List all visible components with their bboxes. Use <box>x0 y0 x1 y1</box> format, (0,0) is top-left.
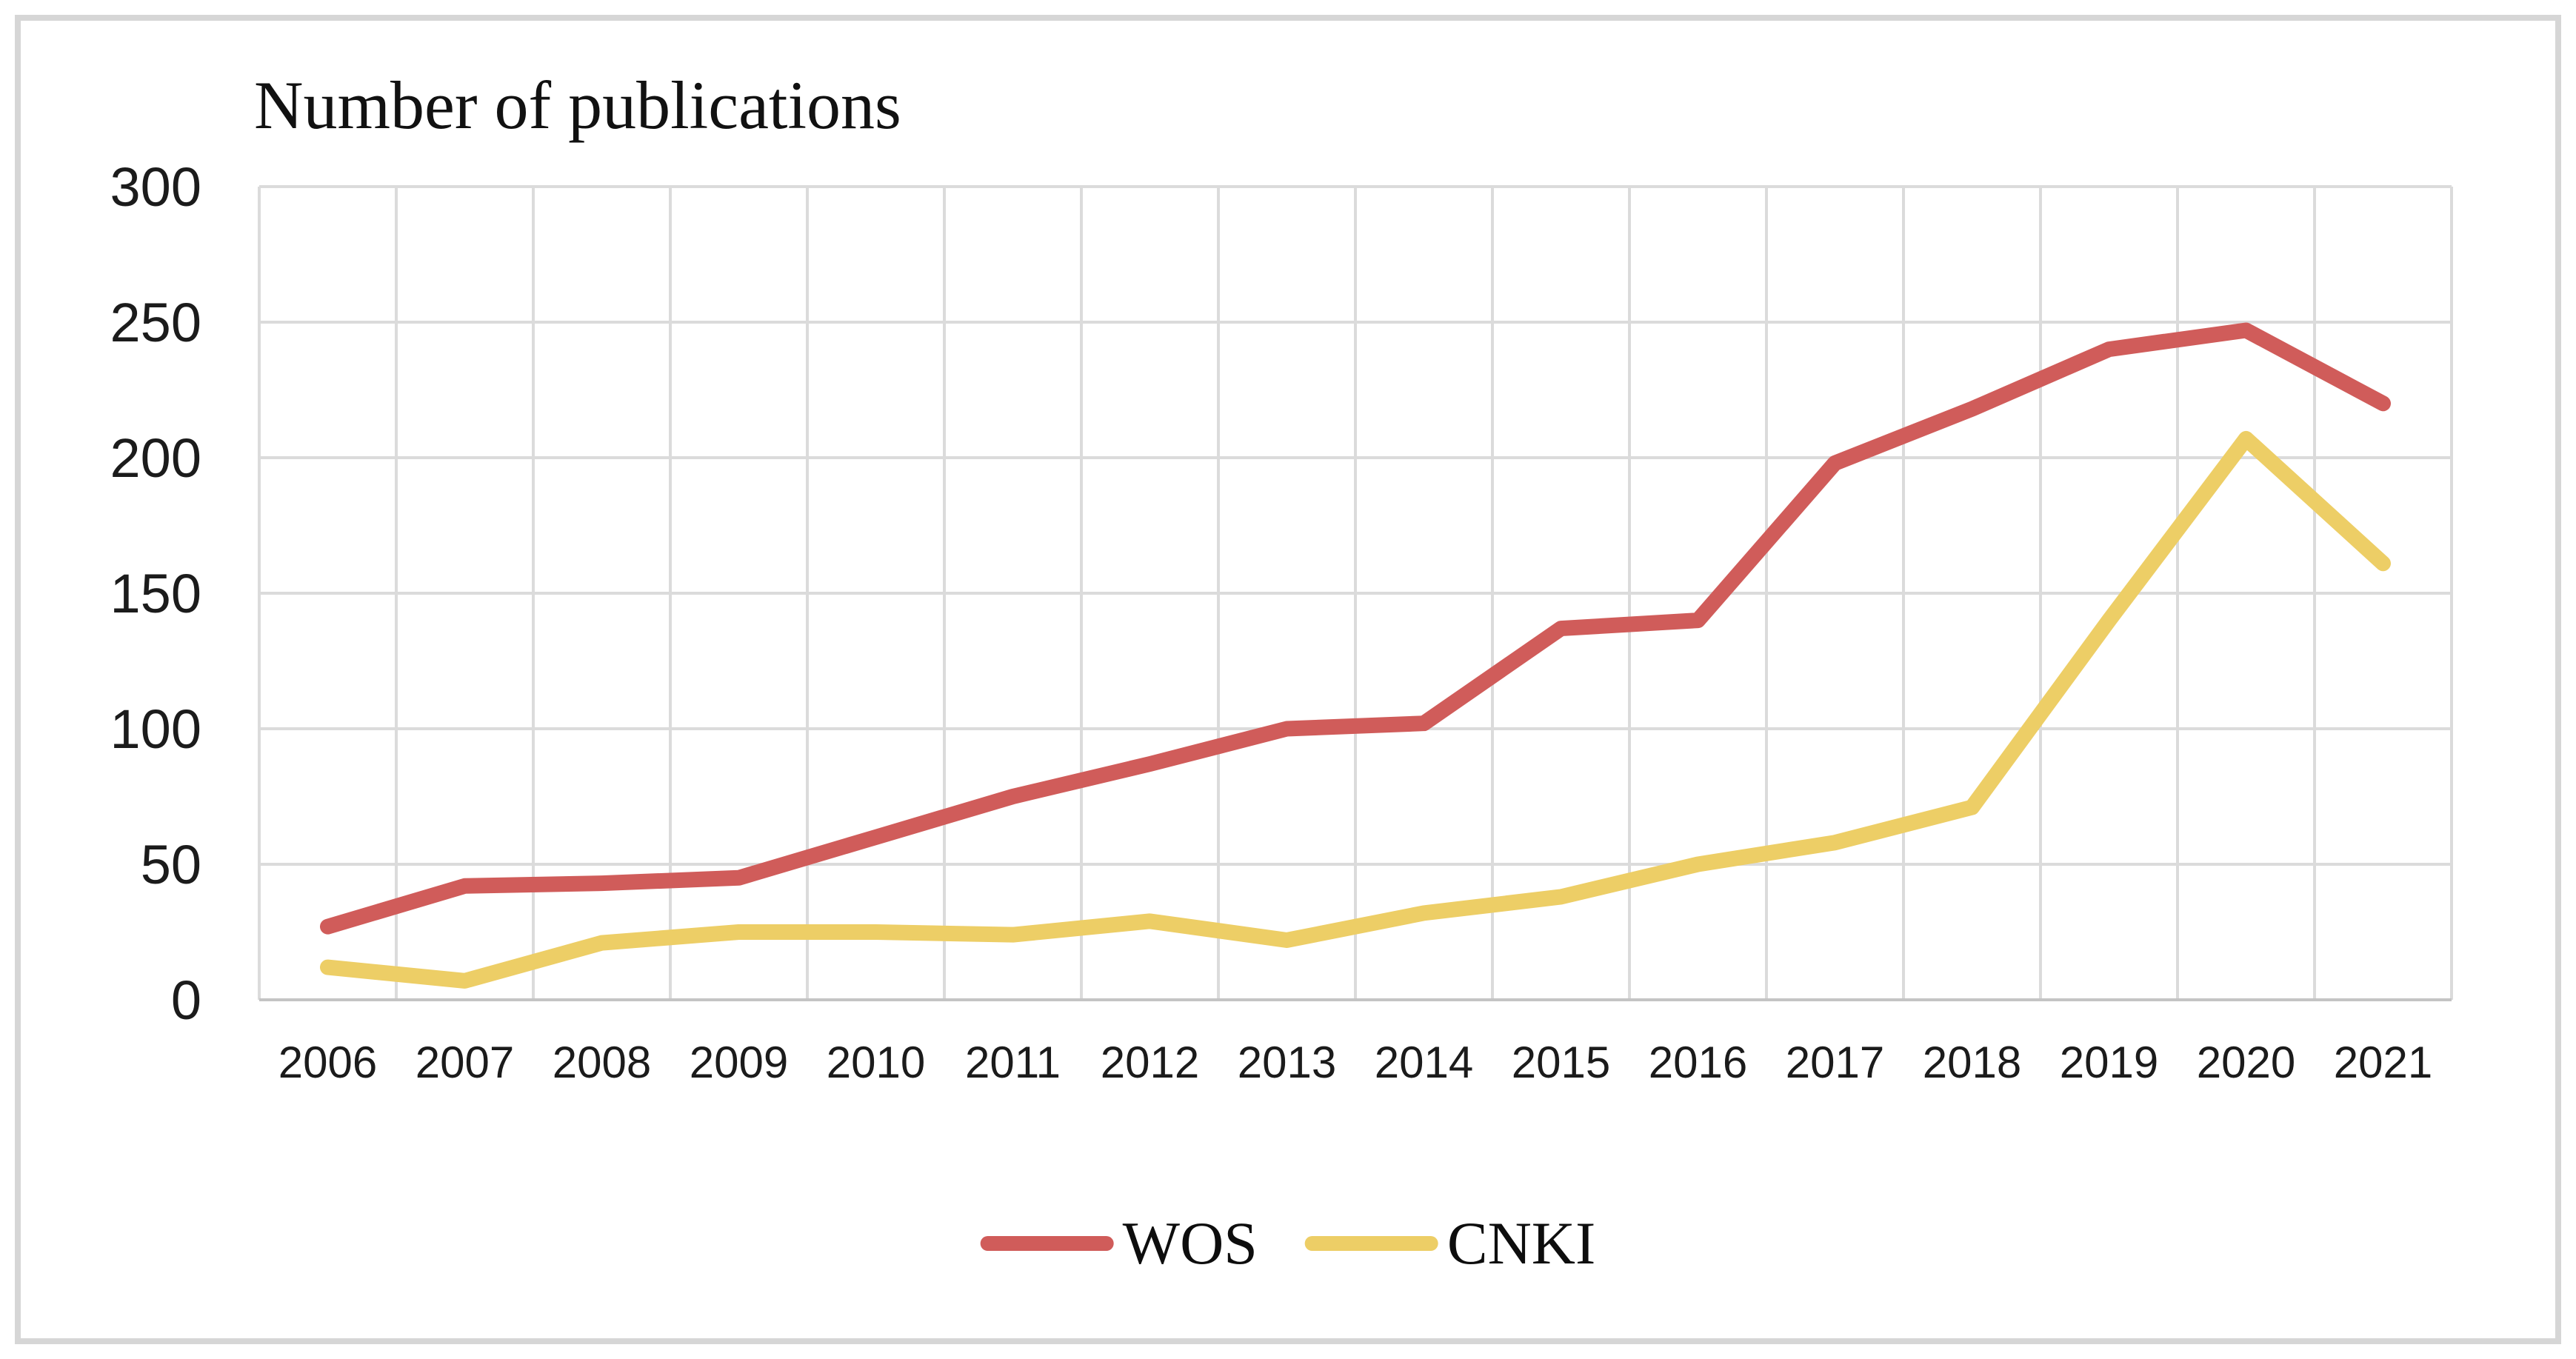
legend-label-wos: WOS <box>1122 1209 1258 1277</box>
x-tick-label: 2010 <box>827 1038 925 1087</box>
cnki-line <box>320 430 2391 989</box>
x-tick-label: 2018 <box>1923 1038 2021 1087</box>
x-tick-label: 2013 <box>1238 1038 1336 1087</box>
wos-line-swatch <box>980 1236 1114 1251</box>
wos-line <box>320 322 2391 935</box>
x-tick-label: 2009 <box>690 1038 788 1087</box>
x-tick-label: 2019 <box>2060 1038 2158 1087</box>
legend-label-cnki: CNKI <box>1447 1209 1596 1277</box>
chart-title: Number of publications <box>254 67 901 143</box>
x-tick-label: 2016 <box>1649 1038 1747 1087</box>
x-tick-label: 2014 <box>1375 1038 1473 1087</box>
x-tick-label: 2006 <box>278 1038 377 1087</box>
x-tick-label: 2021 <box>2334 1038 2432 1087</box>
y-tick-label: 50 <box>141 834 201 895</box>
y-tick-label: 100 <box>110 698 201 760</box>
cnki-line-swatch <box>1304 1236 1438 1251</box>
x-tick-label: 2020 <box>2197 1038 2295 1087</box>
x-tick-label: 2015 <box>1512 1038 1610 1087</box>
y-tick-label: 250 <box>110 292 201 353</box>
y-tick-label: 300 <box>110 156 201 218</box>
y-tick-label: 200 <box>110 427 201 489</box>
legend-item-wos: WOS <box>980 1209 1258 1277</box>
legend-item-cnki: CNKI <box>1304 1209 1596 1277</box>
x-tick-label: 2012 <box>1101 1038 1199 1087</box>
y-tick-label: 0 <box>171 969 201 1031</box>
y-tick-label: 150 <box>110 563 201 624</box>
x-tick-label: 2011 <box>965 1038 1061 1087</box>
x-tick-label: 2007 <box>416 1038 514 1087</box>
x-tick-label: 2017 <box>1786 1038 1884 1087</box>
x-tick-label: 2008 <box>553 1038 651 1087</box>
chart-legend: WOS CNKI <box>980 1209 1596 1277</box>
